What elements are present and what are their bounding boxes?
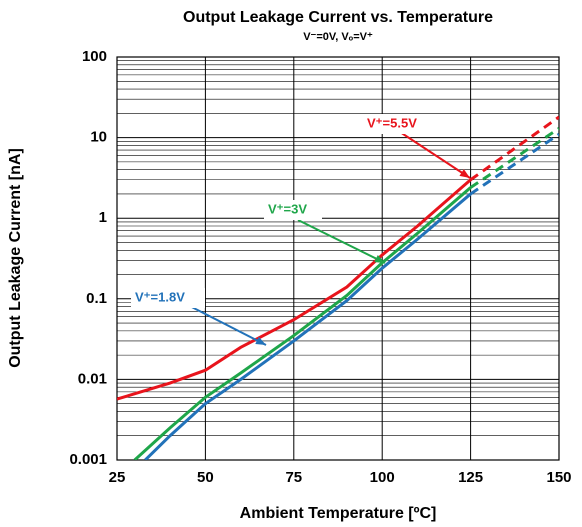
series-line: [469, 133, 559, 196]
annotation-label: V⁺=5.5V: [367, 115, 417, 130]
annotation-label: V⁺=1.8V: [135, 289, 185, 304]
x-tick-label: 25: [109, 469, 126, 486]
annotation-arrow: [297, 219, 386, 264]
annotation-arrow: [399, 131, 471, 179]
y-tick-label: 0.1: [86, 290, 107, 307]
series-line: [144, 192, 472, 460]
annotation-box: [264, 200, 322, 220]
annotation-arrowhead: [459, 169, 470, 178]
annotation-arrowhead: [374, 254, 385, 263]
x-tick-label: 100: [370, 469, 395, 486]
y-tick-label: 10: [90, 129, 107, 146]
x-tick-label: 150: [546, 469, 571, 486]
y-tick-label: 0.001: [69, 451, 107, 468]
x-tick-label: 50: [197, 469, 214, 486]
x-tick-label: 125: [458, 469, 483, 486]
y-axis-label: Output Leakage Current [nA]: [7, 148, 24, 368]
series-line: [469, 127, 559, 189]
x-tick-label: 75: [285, 469, 302, 486]
series-line: [117, 178, 472, 401]
y-tick-label: 0.01: [78, 370, 107, 387]
annotation-box: [363, 114, 443, 134]
y-tick-label: 100: [82, 48, 107, 65]
annotation-label: V⁺=3V: [268, 201, 307, 216]
plot-frame: [116, 56, 560, 461]
annotation-box: [131, 288, 205, 308]
series-line: [469, 115, 559, 181]
series-line: [133, 186, 472, 460]
y-tick-label: 1: [99, 209, 107, 226]
x-axis-label: Ambient Temperature [ºC]: [240, 505, 437, 522]
annotation-arrowhead: [255, 336, 266, 345]
chart-title: Output Leakage Current vs. Temperature: [183, 9, 493, 26]
chart-subtitle: V⁻=0V, Vₒ=V⁺: [303, 31, 373, 43]
